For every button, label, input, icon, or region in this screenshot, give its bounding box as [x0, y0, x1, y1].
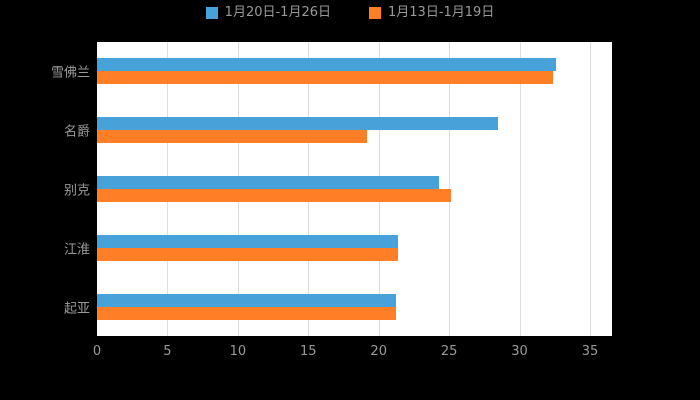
- y-axis-label-4: 江淮: [63, 242, 90, 258]
- x-axis-tick-10: 10: [229, 344, 247, 359]
- y-axis-label-5: 起亚: [63, 301, 90, 317]
- x-axis-tick-15: 15: [300, 344, 317, 359]
- bar-series1-cat1: [97, 58, 557, 71]
- bar-series2-cat1: [97, 71, 554, 84]
- y-axis-label-2: 名爵: [63, 124, 90, 140]
- gridline-x-35: [590, 42, 591, 336]
- bar-series1-cat2: [97, 117, 499, 130]
- x-axis-tick-35: 35: [581, 344, 599, 359]
- legend-item-jan13-19[interactable]: 1月13日-1月19日: [369, 6, 494, 19]
- bar-series2-cat4: [97, 248, 399, 261]
- bar-series1-cat3: [97, 176, 440, 189]
- x-axis-tick-20: 20: [370, 344, 387, 359]
- bar-series2-cat3: [97, 189, 451, 202]
- gridline-x-30: [520, 42, 521, 336]
- y-axis-label-1: 雪佛兰: [50, 65, 90, 81]
- x-axis-tick-25: 25: [440, 344, 458, 359]
- legend-item-jan20-26[interactable]: 1月20日-1月26日: [205, 5, 331, 20]
- bar-series1-cat4: [97, 235, 399, 248]
- legend-label-jan13-19: 1月13日-1月19日: [388, 5, 495, 20]
- legend-label-jan20-26: 1月20日-1月26日: [224, 5, 331, 20]
- plot-area: [97, 42, 612, 336]
- x-axis-tick-30: 30: [511, 344, 528, 359]
- bar-series2-cat5: [97, 307, 396, 320]
- legend-swatch-blue-icon: [205, 6, 218, 19]
- x-axis-tick-0: 0: [92, 344, 102, 359]
- bar-series1-cat5: [97, 294, 396, 307]
- legend: 1月20日-1月26日 1月13日-1月19日: [0, 6, 700, 19]
- x-axis-tick-5: 5: [163, 344, 172, 359]
- legend-swatch-orange-icon: [369, 6, 381, 19]
- y-axis-label-3: 别克: [63, 183, 90, 199]
- bar-series2-cat2: [97, 130, 368, 143]
